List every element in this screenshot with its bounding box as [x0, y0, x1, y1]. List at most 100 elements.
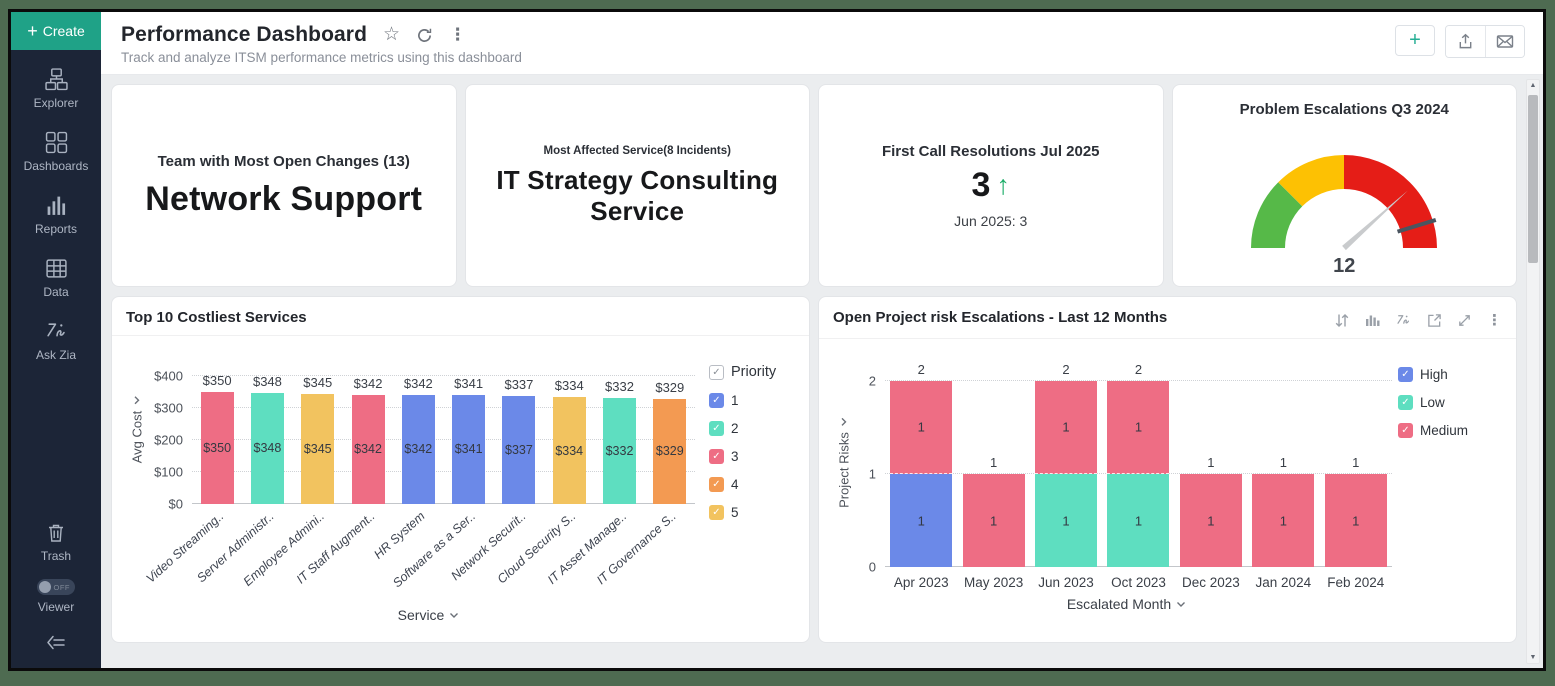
- bar-segment-low[interactable]: 1: [1107, 474, 1170, 567]
- sidebar-item-trash[interactable]: Trash: [11, 522, 101, 563]
- add-button[interactable]: +: [1395, 25, 1435, 56]
- toggle-state-label: OFF: [53, 583, 70, 592]
- sidebar-item-data[interactable]: Data: [11, 257, 101, 299]
- bar[interactable]: $334 $334: [552, 378, 586, 504]
- page-title: Performance Dashboard: [121, 23, 368, 46]
- x-tick-label[interactable]: Apr 2023: [893, 575, 949, 590]
- legend-item[interactable]: ✓ 4: [709, 477, 795, 492]
- sidebar-item-explorer[interactable]: Explorer: [11, 68, 101, 110]
- bar-segment-high[interactable]: 1: [890, 474, 953, 567]
- viewer-toggle-group: OFF Viewer: [11, 579, 101, 614]
- bar[interactable]: $345 $345: [301, 375, 335, 504]
- y-tick-label: $0: [168, 496, 183, 512]
- sidebar-item-reports[interactable]: Reports: [11, 194, 101, 236]
- panel-open-project-risk-escalations: Open Project risk Escalations - Last 12 …: [818, 296, 1517, 643]
- x-axis-title[interactable]: Service: [148, 607, 709, 623]
- legend-item[interactable]: ✓ High: [1398, 367, 1502, 382]
- star-icon[interactable]: ☆: [383, 23, 401, 45]
- bar-segment-medium[interactable]: 1: [890, 381, 953, 474]
- bar-total-label: 1: [990, 455, 998, 470]
- sort-icon[interactable]: [1334, 313, 1350, 328]
- bar[interactable]: $348 $348: [250, 374, 284, 504]
- y-axis-title[interactable]: Avg Cost: [130, 396, 145, 463]
- x-tick-label[interactable]: Jun 2023: [1038, 575, 1094, 590]
- viewer-toggle[interactable]: OFF: [37, 579, 75, 595]
- legend-item[interactable]: ✓ Low: [1398, 395, 1502, 410]
- legend-swatch-check-icon: ✓: [709, 393, 724, 408]
- bar[interactable]: $350 $350: [200, 373, 234, 504]
- scroll-up-arrow[interactable]: ▲: [1529, 82, 1537, 89]
- x-tick-label[interactable]: Oct 2023: [1111, 575, 1166, 590]
- bar-total-label: 1: [1279, 455, 1287, 470]
- stacked-bar[interactable]: 1 1 2: [1107, 362, 1170, 567]
- stacked-bar[interactable]: 1 1 2: [890, 362, 953, 567]
- x-axis-title[interactable]: Escalated Month: [855, 596, 1398, 612]
- bar[interactable]: $342 $342: [351, 376, 385, 504]
- legend-item[interactable]: ✓ 5: [709, 505, 795, 520]
- ask-zia-icon: [45, 320, 68, 343]
- bar[interactable]: $342 $342: [401, 376, 435, 504]
- bar-segment-medium[interactable]: 1: [1324, 474, 1387, 567]
- bar[interactable]: $332 $332: [603, 379, 637, 504]
- legend-item[interactable]: ✓ Medium: [1398, 423, 1502, 438]
- sidebar-item-ask-zia[interactable]: Ask Zia: [11, 320, 101, 362]
- bar-segment-medium[interactable]: 1: [962, 474, 1025, 567]
- export-button[interactable]: [1446, 26, 1485, 57]
- collapse-sidebar-button[interactable]: [45, 630, 67, 660]
- y-axis-title[interactable]: Project Risks: [837, 417, 852, 508]
- header-action-group: [1445, 25, 1525, 58]
- kpi-card-most-affected-service[interactable]: Most Affected Service(8 Incidents) IT St…: [464, 84, 810, 287]
- bar-slot: $342 $342: [393, 352, 443, 504]
- stacked-bar[interactable]: 1 1 2: [1035, 362, 1098, 567]
- chart-switch-icon[interactable]: [1365, 313, 1380, 327]
- scroll-down-arrow[interactable]: ▼: [1529, 654, 1537, 661]
- kpi-card-first-call-resolutions[interactable]: First Call Resolutions Jul 2025 3 ↑ Jun …: [818, 84, 1164, 287]
- x-tick-label[interactable]: Dec 2023: [1182, 575, 1240, 590]
- trash-icon: [45, 522, 67, 544]
- bar-chart-plot-area: $0 $100 $200 $300 $400 $350 $350 $348 $348 $345 $3…: [154, 352, 695, 512]
- kpi-card-open-changes[interactable]: Team with Most Open Changes (13) Network…: [111, 84, 457, 287]
- panel-toolbar: ⋮: [1334, 311, 1502, 329]
- zia-icon[interactable]: [1395, 313, 1412, 328]
- legend-title[interactable]: ✓ Priority: [709, 364, 795, 380]
- sidebar-item-dashboards[interactable]: Dashboards: [11, 131, 101, 173]
- add-icon: +: [1409, 29, 1421, 51]
- segment-value-label: 1: [1062, 513, 1070, 528]
- kpi-card-problem-escalations-gauge[interactable]: Problem Escalations Q3 2024 12: [1171, 84, 1517, 287]
- create-button[interactable]: + Create: [11, 12, 101, 50]
- viewer-label: Viewer: [37, 600, 75, 614]
- scrollbar-thumb[interactable]: [1528, 95, 1538, 263]
- bar-segment-medium[interactable]: 1: [1107, 381, 1170, 474]
- segment-value-label: 1: [1134, 513, 1143, 528]
- open-in-new-icon[interactable]: [1427, 313, 1442, 328]
- bar-segment-medium[interactable]: 1: [1252, 474, 1315, 567]
- more-vertical-icon[interactable]: ⋮: [449, 25, 467, 44]
- email-button[interactable]: [1485, 26, 1524, 57]
- app-window: + Create Explorer: [8, 9, 1546, 671]
- legend-item[interactable]: ✓ 3: [709, 449, 795, 464]
- legend-item[interactable]: ✓ 2: [709, 421, 795, 436]
- bar[interactable]: $341 $341: [452, 376, 486, 504]
- x-tick-label[interactable]: Jan 2024: [1255, 575, 1312, 590]
- legend-label: Medium: [1420, 423, 1469, 438]
- legend-item[interactable]: ✓ 1: [709, 393, 795, 408]
- x-tick-label[interactable]: May 2023: [963, 575, 1024, 590]
- x-tick-label[interactable]: Feb 2024: [1327, 575, 1385, 590]
- expand-icon[interactable]: [1457, 313, 1472, 328]
- y-tick-label: $100: [154, 464, 183, 480]
- refresh-icon[interactable]: [416, 27, 433, 44]
- more-vertical-icon[interactable]: ⋮: [1487, 312, 1502, 329]
- bar-segment-medium[interactable]: 1: [1179, 474, 1242, 567]
- bar[interactable]: $337 $337: [502, 377, 536, 504]
- gauge-segment: [1251, 182, 1304, 249]
- bar-segment-low[interactable]: 1: [1035, 474, 1098, 567]
- bar[interactable]: $329 $329: [653, 380, 687, 504]
- bars-container: $350 $350 $348 $348 $345 $345 $342 $342 $342 $342…: [192, 352, 695, 504]
- x-tick-slot: IT Governance S..: [594, 504, 695, 601]
- bar-segment-medium[interactable]: 1: [1035, 381, 1098, 474]
